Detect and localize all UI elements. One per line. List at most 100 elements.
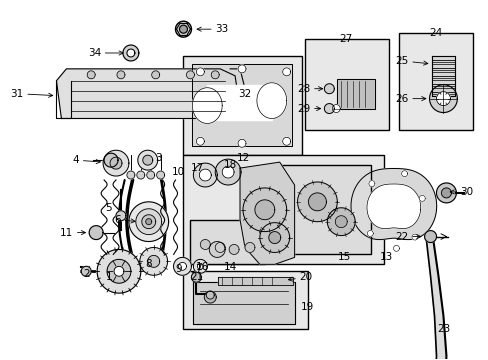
Polygon shape <box>418 195 425 201</box>
Bar <box>190 220 264 264</box>
Polygon shape <box>282 137 290 145</box>
Polygon shape <box>116 211 126 221</box>
Text: 24: 24 <box>428 28 441 38</box>
Polygon shape <box>136 209 162 235</box>
Text: 19: 19 <box>300 302 313 312</box>
Polygon shape <box>127 49 135 57</box>
Polygon shape <box>268 231 280 243</box>
Text: 20: 20 <box>288 272 312 282</box>
Polygon shape <box>211 71 219 79</box>
Polygon shape <box>137 171 144 179</box>
Polygon shape <box>142 155 152 165</box>
Text: 23: 23 <box>436 324 449 334</box>
Polygon shape <box>192 88 222 123</box>
Text: 8: 8 <box>145 259 152 269</box>
Bar <box>183 271 307 329</box>
Text: 16: 16 <box>195 262 208 272</box>
Polygon shape <box>191 272 201 282</box>
Polygon shape <box>87 71 95 79</box>
Polygon shape <box>197 264 203 269</box>
Text: 18: 18 <box>223 160 236 170</box>
Polygon shape <box>401 171 407 177</box>
Polygon shape <box>368 181 374 186</box>
Polygon shape <box>243 188 286 231</box>
Text: 25: 25 <box>395 56 427 66</box>
Polygon shape <box>428 85 456 113</box>
Polygon shape <box>200 239 210 249</box>
Polygon shape <box>240 162 294 264</box>
Polygon shape <box>193 260 207 273</box>
Polygon shape <box>238 65 245 73</box>
Polygon shape <box>326 208 354 235</box>
Polygon shape <box>426 242 446 360</box>
Bar <box>398 33 472 130</box>
Polygon shape <box>218 277 292 285</box>
Polygon shape <box>56 69 240 118</box>
Text: 12: 12 <box>236 153 249 163</box>
Text: 32: 32 <box>238 89 251 99</box>
Text: 7: 7 <box>195 264 201 274</box>
Bar <box>279 165 370 255</box>
Polygon shape <box>308 193 325 211</box>
Polygon shape <box>142 215 155 229</box>
Text: 4: 4 <box>73 155 100 165</box>
Polygon shape <box>193 282 294 324</box>
Polygon shape <box>209 242 224 257</box>
Polygon shape <box>297 182 337 222</box>
Polygon shape <box>256 83 286 118</box>
Polygon shape <box>97 249 141 293</box>
Polygon shape <box>114 266 123 276</box>
Polygon shape <box>366 184 420 229</box>
Polygon shape <box>89 226 103 239</box>
Text: 33: 33 <box>197 24 228 34</box>
Text: 1: 1 <box>105 272 112 282</box>
Bar <box>183 56 301 155</box>
Text: 29: 29 <box>297 104 320 113</box>
Polygon shape <box>424 231 436 243</box>
Polygon shape <box>222 166 234 178</box>
Polygon shape <box>179 25 187 33</box>
Text: 14: 14 <box>223 262 236 272</box>
Polygon shape <box>81 266 91 276</box>
Polygon shape <box>193 163 217 187</box>
Polygon shape <box>215 159 241 185</box>
Text: 30: 30 <box>449 187 472 197</box>
Text: 15: 15 <box>337 252 350 262</box>
Bar <box>304 39 388 130</box>
Polygon shape <box>204 291 216 303</box>
Text: 11: 11 <box>60 228 85 238</box>
Polygon shape <box>431 56 454 96</box>
Polygon shape <box>332 105 340 113</box>
Polygon shape <box>127 171 135 179</box>
Text: 5: 5 <box>104 203 111 213</box>
Polygon shape <box>129 202 168 242</box>
Polygon shape <box>335 216 346 228</box>
Polygon shape <box>140 247 167 275</box>
Polygon shape <box>110 157 122 169</box>
Text: 3: 3 <box>155 153 162 163</box>
Text: 9: 9 <box>175 264 182 274</box>
Polygon shape <box>156 171 164 179</box>
Polygon shape <box>282 68 290 76</box>
Text: 31: 31 <box>10 89 53 99</box>
Polygon shape <box>138 150 157 170</box>
Polygon shape <box>254 200 274 220</box>
Polygon shape <box>350 168 436 240</box>
Text: 10: 10 <box>172 167 184 177</box>
Polygon shape <box>238 139 245 147</box>
Polygon shape <box>145 219 151 225</box>
Polygon shape <box>436 183 455 203</box>
Text: 28: 28 <box>297 84 322 94</box>
Polygon shape <box>103 150 129 176</box>
Polygon shape <box>215 243 224 252</box>
Text: 2: 2 <box>83 269 89 279</box>
Text: 27: 27 <box>339 34 352 44</box>
Text: 6: 6 <box>114 215 135 225</box>
Polygon shape <box>229 244 239 255</box>
Polygon shape <box>206 291 214 299</box>
Polygon shape <box>393 246 399 251</box>
Text: 34: 34 <box>88 48 123 58</box>
Polygon shape <box>117 71 124 79</box>
Polygon shape <box>441 188 450 198</box>
Polygon shape <box>337 79 374 109</box>
